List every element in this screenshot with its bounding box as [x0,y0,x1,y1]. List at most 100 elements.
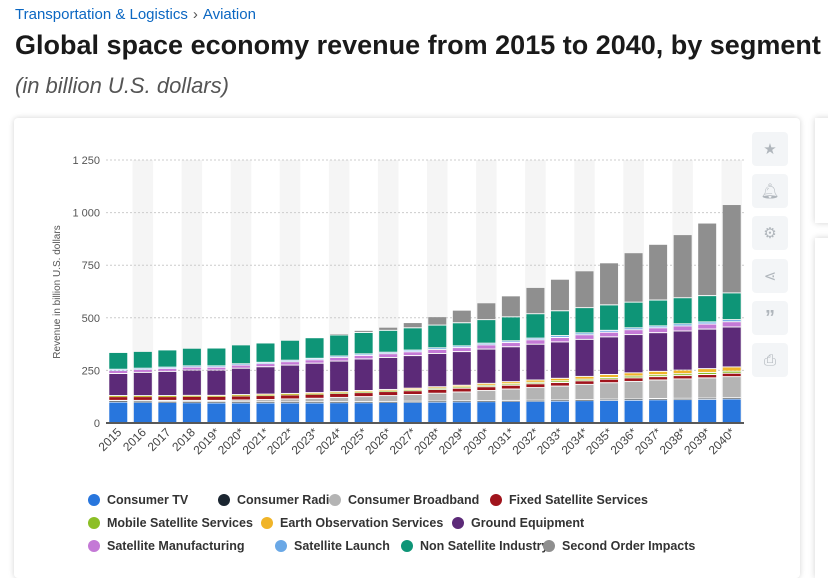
bar-segment[interactable] [133,396,152,397]
bar-segment[interactable] [109,397,128,400]
bar-segment[interactable] [600,305,619,330]
bar-segment[interactable] [281,403,300,422]
bar-segment[interactable] [673,370,692,374]
bar-segment[interactable] [182,396,201,400]
bar-segment[interactable] [550,279,569,311]
bar-segment[interactable] [722,293,741,320]
bar-segment[interactable] [354,397,373,402]
bar-segment[interactable] [452,392,471,401]
bar-segment[interactable] [477,387,496,391]
bar-segment[interactable] [477,401,496,402]
print-icon[interactable]: ⎙ [752,343,788,377]
bar-segment[interactable] [379,352,398,354]
bar-segment[interactable] [649,400,668,422]
bar-segment[interactable] [722,367,741,371]
bar-segment[interactable] [477,303,496,320]
bar-segment[interactable] [428,393,447,401]
bar-segment[interactable] [477,383,496,385]
bar-segment[interactable] [428,325,447,348]
bar-segment[interactable] [133,368,152,370]
bar-segment[interactable] [649,300,668,326]
bar-segment[interactable] [231,402,250,403]
bar-segment[interactable] [158,371,177,396]
bar-segment[interactable] [158,396,177,397]
bar-segment[interactable] [354,332,373,354]
bar-segment[interactable] [403,350,422,352]
bar-segment[interactable] [207,367,226,370]
bar-segment[interactable] [673,326,692,331]
bar-segment[interactable] [109,400,128,402]
bar-segment[interactable] [649,328,668,333]
bar-segment[interactable] [722,327,741,367]
bar-segment[interactable] [330,356,349,358]
bar-segment[interactable] [379,389,398,391]
bar-segment[interactable] [600,400,619,422]
bar-segment[interactable] [722,377,741,398]
bar-segment[interactable] [550,383,569,386]
bar-segment[interactable] [403,328,422,350]
bar-segment[interactable] [526,400,545,402]
bar-segment[interactable] [158,400,177,402]
bar-segment[interactable] [452,346,471,348]
bar-segment[interactable] [526,388,545,400]
bar-segment[interactable] [600,377,619,379]
bar-segment[interactable] [698,322,717,324]
bar-segment[interactable] [649,399,668,400]
bar-segment[interactable] [575,381,594,384]
bar-segment[interactable] [256,402,275,403]
bar-segment[interactable] [477,391,496,401]
bar-segment[interactable] [330,334,349,335]
bar-segment[interactable] [158,397,177,400]
bar-segment[interactable] [305,394,324,398]
bar-segment[interactable] [207,395,226,397]
bar-segment[interactable] [403,352,422,356]
bar-segment[interactable] [379,354,398,357]
bar-segment[interactable] [330,335,349,356]
bar-segment[interactable] [575,401,594,422]
bar-segment[interactable] [133,396,152,397]
bar-segment[interactable] [379,327,398,330]
legend-item[interactable]: Mobile Satellite Services [88,516,253,530]
bar-segment[interactable] [281,393,300,395]
bar-segment[interactable] [526,287,545,314]
bar-segment[interactable] [330,402,349,403]
star-icon[interactable]: ★ [752,132,788,166]
bar-segment[interactable] [477,349,496,383]
bar-segment[interactable] [722,399,741,422]
bar-segment[interactable] [452,323,471,346]
share-icon[interactable]: ⋖ [752,259,788,293]
bar-segment[interactable] [403,389,422,391]
legend-item[interactable]: Consumer TV [88,493,188,507]
bar-segment[interactable] [158,367,177,369]
bar-segment[interactable] [624,378,643,381]
bar-segment[interactable] [526,382,545,384]
bar-segment[interactable] [452,402,471,422]
bar-segment[interactable] [698,378,717,398]
bar-segment[interactable] [133,372,152,396]
bar-segment[interactable] [379,396,398,401]
bar-segment[interactable] [673,374,692,376]
bar-segment[interactable] [182,403,201,422]
bar-segment[interactable] [550,342,569,378]
bar-segment[interactable] [379,401,398,403]
legend-item[interactable]: Second Order Impacts [543,539,695,553]
bar-segment[interactable] [600,375,619,377]
bar-segment[interactable] [109,396,128,397]
bar-segment[interactable] [526,380,545,382]
bar-segment[interactable] [354,391,373,392]
bar-segment[interactable] [575,335,594,339]
bar-segment[interactable] [550,336,569,337]
legend-item[interactable]: Consumer Broadband [329,493,479,507]
bar-segment[interactable] [722,371,741,373]
bar-segment[interactable] [501,347,520,382]
bar-segment[interactable] [526,401,545,422]
bar-segment[interactable] [698,329,717,369]
bar-segment[interactable] [109,352,128,369]
bar-segment[interactable] [207,396,226,397]
bar-segment[interactable] [109,371,128,373]
bar-segment[interactable] [550,378,569,381]
bar-segment[interactable] [624,328,643,330]
bar-segment[interactable] [354,393,373,397]
bar-segment[interactable] [452,387,471,388]
bar-segment[interactable] [452,310,471,323]
